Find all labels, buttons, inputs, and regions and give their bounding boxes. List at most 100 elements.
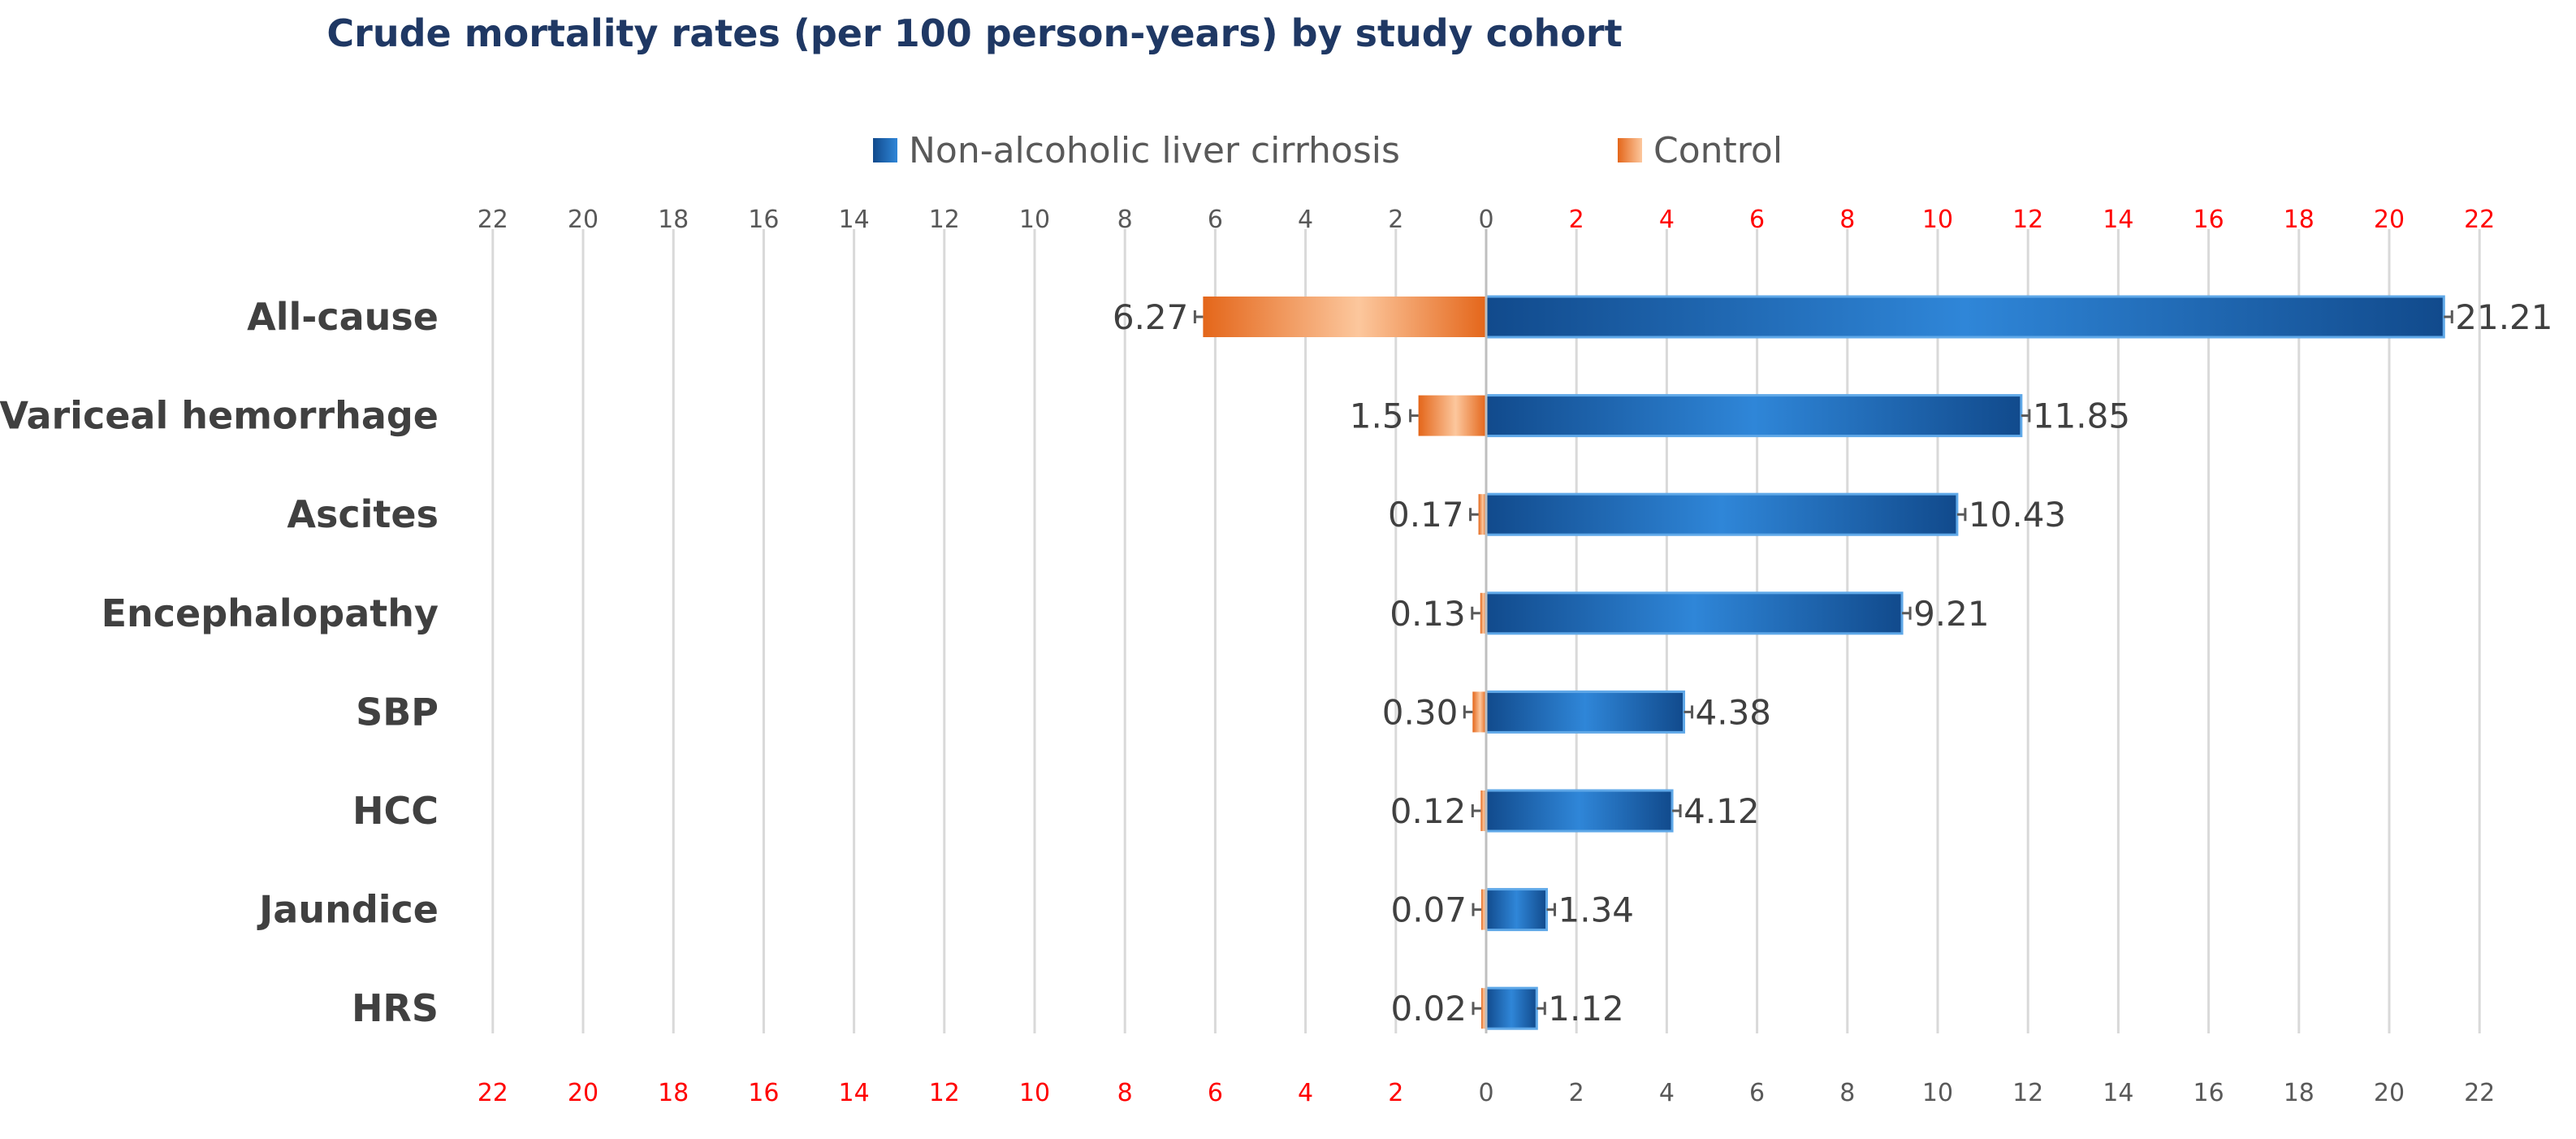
- error-bar-control: [1469, 508, 1479, 522]
- category-label: HCC: [352, 789, 439, 833]
- bottom-axis-tick-label: 10: [1019, 1079, 1050, 1107]
- bottom-axis-tick-label: 12: [2012, 1079, 2043, 1107]
- data-label-control: 6.27: [1113, 297, 1189, 337]
- top-axis-tick-label: 12: [2012, 206, 2043, 234]
- bar-control: [1203, 297, 1486, 337]
- bottom-axis-tick-label: 16: [2193, 1079, 2224, 1107]
- bar-cirrhosis: [1485, 591, 1904, 635]
- bar-cirrhosis: [1485, 888, 1549, 932]
- data-label-control: 0.02: [1390, 989, 1467, 1029]
- legend-label-cirrhosis: Non-alcoholic liver cirrhosis: [909, 129, 1400, 171]
- bottom-axis-tick-label: 22: [2464, 1079, 2495, 1107]
- error-bar-control: [1471, 804, 1481, 817]
- data-label-cirrhosis: 1.12: [1548, 989, 1624, 1029]
- bottom-axis-tick-label: 10: [1922, 1079, 1953, 1107]
- legend-swatch-cirrhosis: [873, 138, 897, 162]
- error-bar-control: [1471, 606, 1480, 620]
- legend-label-control: Control: [1653, 129, 1783, 171]
- error-bar-cirrhosis: [2021, 409, 2031, 422]
- top-axis-tick-label: 6: [1749, 206, 1765, 234]
- error-bar-cirrhosis: [1537, 1002, 1546, 1016]
- legend-swatch-control: [1618, 138, 1642, 162]
- top-axis-tick-label: 2: [1388, 206, 1403, 234]
- bar-control: [1481, 889, 1486, 930]
- top-axis-tick-label: 16: [2193, 206, 2224, 234]
- bottom-axis-tick-label: 6: [1749, 1079, 1765, 1107]
- error-bar-cirrhosis: [1546, 903, 1556, 916]
- bottom-axis-tick-label: 18: [2284, 1079, 2315, 1107]
- top-axis-tick-label: 18: [658, 206, 689, 234]
- top-axis-tick-label: 0: [1478, 206, 1493, 234]
- bar-cirrhosis: [1485, 789, 1674, 833]
- bottom-axis-tick-label: 0: [1478, 1079, 1493, 1107]
- top-axis-tick-label: 8: [1839, 206, 1855, 234]
- data-label-control: 0.13: [1390, 594, 1466, 634]
- top-axis-tick-label: 14: [839, 206, 870, 234]
- top-axis-tick-label: 22: [478, 206, 508, 234]
- bar-cirrhosis: [1485, 690, 1686, 734]
- data-label-cirrhosis: 9.21: [1913, 594, 1990, 634]
- bottom-axis-tick-label: 20: [2374, 1079, 2405, 1107]
- data-label-control: 0.17: [1388, 495, 1464, 535]
- top-axis-tick-label: 4: [1298, 206, 1313, 234]
- top-axis-tick-label: 4: [1659, 206, 1675, 234]
- bottom-axis-tick-label: 4: [1659, 1079, 1675, 1107]
- error-bar-cirrhosis: [1683, 705, 1694, 719]
- chart-title: Crude mortality rates (per 100 person-ye…: [326, 11, 1623, 55]
- top-axis-tick-label: 2: [1569, 206, 1584, 234]
- error-bar-control: [1193, 310, 1204, 323]
- error-bar-control: [1463, 705, 1473, 719]
- data-label-control: 1.5: [1350, 396, 1404, 436]
- category-label: SBP: [356, 690, 439, 734]
- bottom-axis-tick-label: 4: [1298, 1079, 1313, 1107]
- bottom-axis-tick-label: 2: [1569, 1079, 1584, 1107]
- top-axis-tick-label: 14: [2103, 206, 2133, 234]
- top-axis-tick-label: 12: [929, 206, 960, 234]
- category-label: Ascites: [287, 492, 439, 536]
- bottom-axis-tick-label: 16: [748, 1079, 779, 1107]
- bar-control: [1480, 790, 1486, 831]
- bottom-axis-tick-label: 14: [839, 1079, 870, 1107]
- top-axis-tick-label: 20: [568, 206, 599, 234]
- bar-control: [1478, 494, 1486, 535]
- bottom-axis-tick-label: 22: [478, 1079, 508, 1107]
- data-label-cirrhosis: 4.12: [1683, 791, 1760, 831]
- data-label-cirrhosis: 1.34: [1558, 890, 1635, 930]
- data-label-cirrhosis: 10.43: [1969, 495, 2066, 535]
- data-label-control: 0.07: [1390, 890, 1467, 930]
- data-label-cirrhosis: 21.21: [2455, 297, 2552, 337]
- bottom-axis-tick-label: 8: [1117, 1079, 1133, 1107]
- top-axis-tick-label: 20: [2374, 206, 2405, 234]
- legend-item-cirrhosis: Non-alcoholic liver cirrhosis: [873, 126, 1400, 175]
- bottom-axis-tick-label: 8: [1839, 1079, 1855, 1107]
- legend-item-control: Control: [1618, 126, 1783, 175]
- category-label: Jaundice: [257, 888, 439, 932]
- data-label-control: 0.12: [1390, 791, 1467, 831]
- top-axis-tick-label: 10: [1019, 206, 1050, 234]
- bottom-axis-tick-label: 6: [1208, 1079, 1223, 1107]
- bar-control: [1481, 988, 1486, 1029]
- data-label-cirrhosis: 11.85: [2033, 396, 2130, 436]
- top-axis-tick-label: 10: [1922, 206, 1953, 234]
- category-label: All-cause: [247, 295, 439, 339]
- bottom-axis-tick-label: 20: [568, 1079, 599, 1107]
- error-bar-control: [1409, 409, 1419, 422]
- bar-control: [1418, 395, 1486, 436]
- category-label: Variceal hemorrhage: [0, 394, 439, 438]
- error-bar-control: [1472, 903, 1481, 916]
- bar-cirrhosis: [1485, 394, 2023, 438]
- top-axis-tick-label: 18: [2284, 206, 2315, 234]
- bottom-axis-tick-label: 18: [658, 1079, 689, 1107]
- error-bar-cirrhosis: [1672, 804, 1682, 817]
- error-bar-control: [1472, 1002, 1481, 1016]
- bar-control: [1472, 691, 1486, 733]
- top-axis-tick-label: 22: [2464, 206, 2495, 234]
- bottom-axis-tick-label: 2: [1388, 1079, 1403, 1107]
- bar-cirrhosis: [1485, 986, 1538, 1030]
- error-bar-cirrhosis: [2444, 310, 2453, 323]
- bar-cirrhosis: [1485, 492, 1959, 536]
- top-axis-tick-label: 8: [1117, 206, 1133, 234]
- bottom-axis-tick-label: 12: [929, 1079, 960, 1107]
- bar-control: [1480, 592, 1486, 634]
